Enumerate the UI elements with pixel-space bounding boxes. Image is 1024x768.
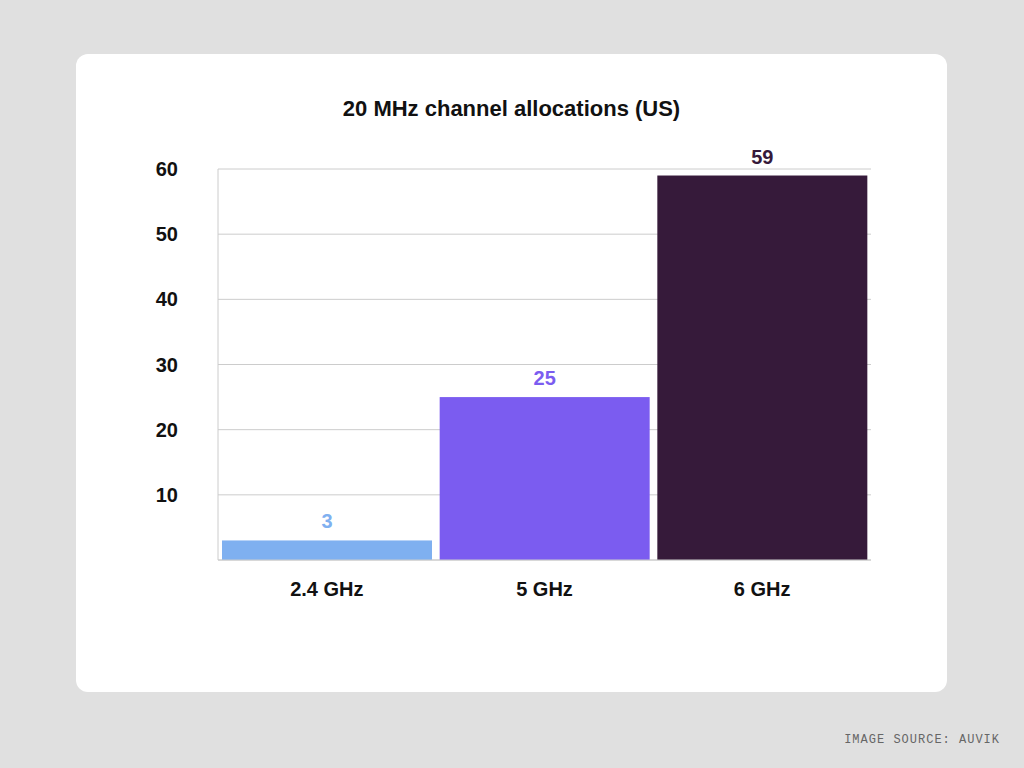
svg-text:20: 20 <box>156 419 178 441</box>
svg-text:10: 10 <box>156 484 178 506</box>
html-text:IMAGE SOURCE: AUVIK: IMAGE SOURCE: AUVIK <box>844 733 1000 747</box>
svg-text:5 GHz: 5 GHz <box>516 578 573 600</box>
svg-text:30: 30 <box>156 354 178 376</box>
svg-text:25: 25 <box>534 367 556 389</box>
svg-text:6 GHz: 6 GHz <box>734 578 791 600</box>
svg-text:59: 59 <box>751 146 773 168</box>
html-text:20 MHz channel allocations (US: 20 MHz channel allocations (US) <box>342 96 681 121</box>
svg-text:40: 40 <box>156 288 178 310</box>
svg-text:3: 3 <box>321 510 332 532</box>
svg-text:60: 60 <box>156 158 178 180</box>
svg-text:50: 50 <box>156 223 178 245</box>
svg-text:2.4 GHz: 2.4 GHz <box>290 578 363 600</box>
